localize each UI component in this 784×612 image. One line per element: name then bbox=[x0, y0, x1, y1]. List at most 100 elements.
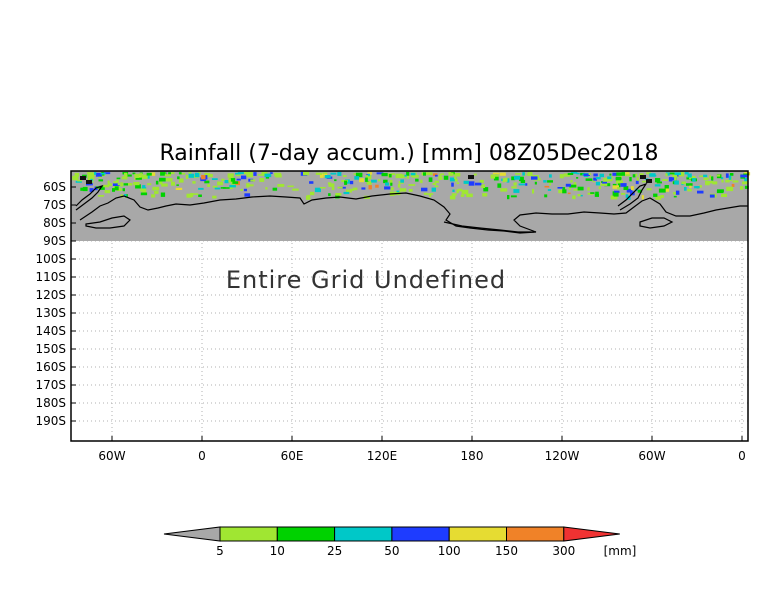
rain-cell bbox=[506, 178, 510, 183]
rain-cell bbox=[532, 189, 535, 194]
rain-cell bbox=[653, 193, 658, 197]
rain-cell bbox=[637, 189, 643, 193]
rain-cell bbox=[227, 173, 234, 178]
rain-cell bbox=[742, 181, 749, 185]
lon-tick-label: 0 bbox=[198, 449, 206, 463]
rain-cell bbox=[330, 172, 337, 175]
lat-tick-label: 170S bbox=[35, 378, 66, 392]
rain-cell bbox=[178, 178, 184, 183]
rain-cell bbox=[565, 183, 571, 187]
rain-cell bbox=[97, 195, 104, 197]
rain-cell bbox=[246, 172, 252, 177]
rain-cell bbox=[515, 173, 521, 175]
antarctica-coastline bbox=[79, 192, 748, 234]
rain-cell bbox=[401, 174, 406, 178]
rain-cell bbox=[123, 183, 128, 186]
rain-cell bbox=[482, 193, 488, 197]
rain-cell bbox=[120, 182, 124, 187]
rain-cell bbox=[259, 178, 265, 182]
rain-cell bbox=[720, 177, 724, 180]
rain-cell bbox=[355, 172, 363, 178]
colorbar-label: 300 bbox=[552, 544, 575, 558]
rain-cell bbox=[626, 188, 633, 193]
rain-cell bbox=[334, 179, 337, 182]
rain-cell bbox=[361, 187, 366, 190]
rain-cell bbox=[178, 172, 182, 175]
rain-cell bbox=[712, 181, 718, 185]
rain-cell bbox=[194, 172, 200, 178]
rain-cell-dark bbox=[646, 179, 652, 183]
rain-cell bbox=[468, 181, 475, 186]
rain-cell bbox=[212, 195, 217, 199]
rain-cell bbox=[507, 195, 510, 200]
lon-tick-label: 60E bbox=[281, 449, 304, 463]
rain-cell bbox=[127, 174, 132, 177]
rain-cell bbox=[739, 186, 744, 190]
rain-cell bbox=[270, 172, 273, 174]
rain-cell bbox=[500, 188, 508, 192]
rain-cell bbox=[121, 176, 128, 180]
colorbar-segment bbox=[391, 526, 450, 542]
rain-cell bbox=[272, 187, 278, 191]
rain-cell bbox=[721, 193, 727, 197]
colorbar-below-triangle bbox=[163, 526, 221, 542]
rain-cell bbox=[641, 195, 644, 200]
rain-cell bbox=[166, 178, 173, 182]
rain-cell bbox=[367, 172, 373, 175]
rain-cell bbox=[112, 183, 120, 186]
rain-cell bbox=[229, 184, 236, 188]
rain-cell bbox=[100, 173, 106, 175]
rain-cell bbox=[207, 174, 213, 178]
rain-cell bbox=[359, 178, 364, 183]
rain-cell bbox=[547, 180, 553, 183]
rain-cell bbox=[655, 195, 662, 200]
rain-cell bbox=[188, 173, 195, 178]
rain-cell bbox=[390, 182, 393, 186]
rain-cell bbox=[240, 188, 243, 191]
rain-cell bbox=[98, 179, 104, 182]
rain-cell bbox=[406, 175, 409, 179]
rain-cell bbox=[247, 174, 253, 178]
rain-cell bbox=[684, 187, 687, 191]
rain-cell bbox=[513, 189, 520, 193]
rain-cell bbox=[481, 184, 485, 188]
rain-cell bbox=[595, 177, 601, 180]
rain-cell bbox=[577, 194, 581, 197]
latitude-axis: 60S 70S 80S 90S 100S 110S 120S 130S 140S 150S 160S… bbox=[35, 180, 76, 428]
rain-cell bbox=[744, 185, 749, 189]
rain-cell bbox=[664, 185, 669, 189]
colorbar-label: 25 bbox=[327, 544, 342, 558]
rain-cell-dark bbox=[468, 175, 474, 179]
rain-cell bbox=[421, 187, 428, 192]
rain-cell bbox=[248, 184, 254, 187]
lat-tick-label: 160S bbox=[35, 360, 66, 374]
rainfall-field bbox=[72, 172, 751, 200]
rain-cell bbox=[726, 186, 734, 192]
rain-cell bbox=[594, 193, 599, 197]
rain-cell bbox=[603, 177, 608, 182]
rain-cell bbox=[572, 195, 576, 200]
rain-cell bbox=[113, 181, 117, 185]
rain-cell bbox=[583, 173, 590, 176]
rain-cell bbox=[103, 184, 110, 188]
rain-cell bbox=[228, 178, 231, 183]
rain-cell bbox=[681, 181, 686, 185]
rain-cell bbox=[520, 179, 526, 183]
rain-cell bbox=[674, 172, 681, 175]
rain-cell bbox=[133, 182, 140, 186]
rain-cell bbox=[428, 177, 433, 182]
rain-cell bbox=[134, 173, 139, 178]
rain-cell bbox=[132, 172, 136, 175]
rain-cell bbox=[543, 180, 547, 183]
colorbar-segment bbox=[276, 526, 336, 542]
rain-cell bbox=[511, 186, 517, 189]
rain-cell bbox=[263, 173, 266, 176]
rain-cell bbox=[544, 194, 548, 198]
rain-cell bbox=[127, 183, 133, 186]
rain-cell bbox=[159, 181, 163, 185]
rain-cell bbox=[621, 192, 626, 195]
rain-cell bbox=[236, 178, 241, 181]
rain-cell bbox=[439, 173, 442, 178]
lat-tick-label: 150S bbox=[35, 342, 66, 356]
